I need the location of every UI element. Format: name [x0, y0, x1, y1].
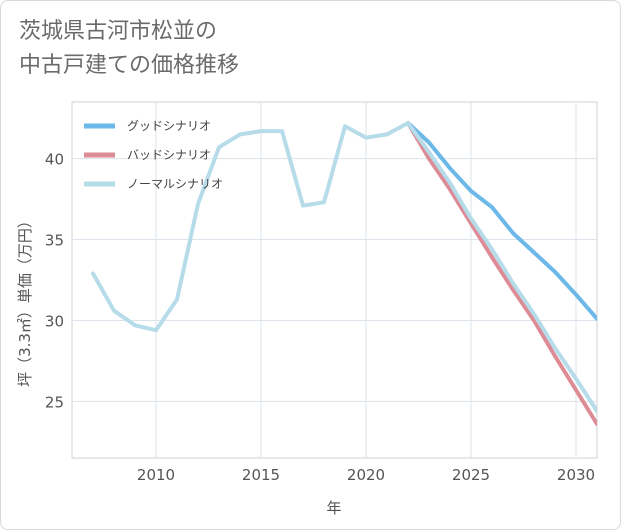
legend-label-good: グッドシナリオ	[127, 119, 211, 133]
series-line-good	[406, 121, 597, 321]
x-tick-label: 2015	[242, 466, 280, 484]
tick-labels: 2010 2015 2020 2025 2030 25 30 35 40	[45, 151, 595, 484]
series-layer	[91, 121, 597, 426]
series-line-normal	[91, 121, 597, 414]
x-tick-label: 2025	[452, 466, 490, 484]
legend-label-bad: バッドシナリオ	[127, 148, 211, 162]
title-line-1: 茨城県古河市松並の	[19, 19, 218, 44]
y-tick-label: 25	[45, 393, 64, 411]
x-axis-title: 年	[326, 499, 341, 517]
title-line-2: 中古戸建ての価格推移	[19, 53, 240, 78]
y-tick-label: 30	[45, 312, 64, 330]
y-axis-title: 坪（3.3㎡）単価（万円）	[16, 213, 34, 387]
series-line-bad	[406, 121, 597, 426]
x-tick-label: 2010	[137, 466, 175, 484]
chart-title: 茨城県古河市松並の 中古戸建ての価格推移	[19, 15, 239, 83]
y-tick-label: 40	[45, 151, 64, 169]
legend-label-normal: ノーマルシナリオ	[127, 177, 223, 191]
x-tick-label: 2020	[347, 466, 385, 484]
x-tick-label: 2030	[557, 466, 595, 484]
y-tick-label: 35	[45, 232, 64, 250]
